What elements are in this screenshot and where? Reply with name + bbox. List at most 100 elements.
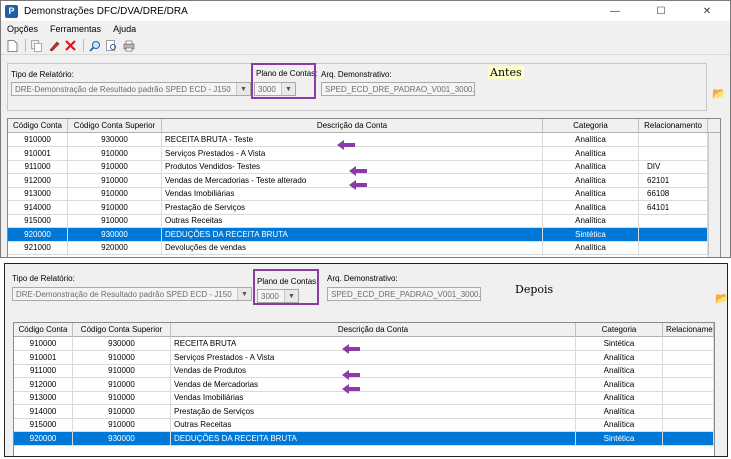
col-categoria-cell: Sintética [543, 227, 639, 242]
arq-demonstrativo-value: SPED_ECD_DRE_PADRAO_V001_3000.DMB [331, 290, 481, 299]
col-descricao-cell: Produtos Vendidos- Testes [162, 160, 543, 174]
col-categoria-cell: Analítica [543, 160, 639, 174]
col-codigo-cell: 920000 [14, 431, 73, 446]
col-categoria-cell: Analítica [543, 214, 639, 228]
folder-icon[interactable]: 📂 [712, 88, 726, 100]
col-descricao-cell: Serviços Prestados - A Vista [171, 350, 576, 365]
col-relacionamento-cell [663, 364, 714, 378]
col-categoria-cell: Analítica [576, 364, 663, 378]
arrow-left-icon [342, 370, 360, 380]
accounts-grid-depois: Código Conta Código Conta Superior Descriç… [13, 322, 715, 456]
col-descricao-cell: DEDUÇÕES DA RECEITA BRUTA [171, 431, 576, 446]
table-row[interactable]: 910001 910000 Serviços Prestados - A Vista… [8, 146, 720, 161]
highlight-box [251, 63, 316, 99]
col-superior-cell: 910000 [68, 146, 162, 161]
table-row[interactable]: 911000 910000 Vendas de Produtos Analítica [14, 364, 714, 378]
tipo-relatorio-select[interactable]: DRE-Demonstração de Resultado padrão SPE… [11, 82, 251, 96]
folder-icon[interactable]: 📂 [715, 293, 728, 305]
table-row[interactable]: 910000 930000 RECEITA BRUTA Sintética [14, 337, 714, 351]
col-categoria-cell: Analítica [576, 391, 663, 405]
arq-demonstrativo-field[interactable]: SPED_ECD_DRE_PADRAO_V001_3000.DMB [327, 287, 481, 301]
app-window: P Demonstrações DFC/DVA/DRE/DRA — ☐ ✕ Op… [0, 0, 731, 258]
col-codigo-cell: 921000 [8, 241, 68, 255]
table-row[interactable]: 913000 910000 Vendas Imobiliárias Analítica [14, 391, 714, 405]
col-superior-cell: 930000 [73, 431, 171, 446]
table-row[interactable]: 913000 910000 Vendas Imobiliárias Analítica… [8, 187, 720, 201]
title-bar: P Demonstrações DFC/DVA/DRE/DRA — ☐ ✕ [1, 1, 730, 21]
col-relacionamento-cell [639, 227, 708, 242]
table-row[interactable]: 910000 930000 RECEITA BRUTA - Teste Analíti… [8, 133, 720, 147]
table-row[interactable]: 914000 910000 Prestação de Serviços Analíti… [14, 404, 714, 419]
chevron-down-icon[interactable]: ▼ [237, 288, 251, 300]
col-relacionamento-header[interactable]: Relacionamento [639, 119, 708, 133]
arq-demonstrativo-label: Arq. Demonstrativo: [321, 70, 392, 79]
col-codigo-cell: 912000 [8, 173, 68, 188]
col-categoria-cell: Analítica [543, 173, 639, 188]
plano-contas-value: 3000 [261, 292, 279, 301]
menu-bar: Opções Ferramentas Ajuda [1, 21, 730, 37]
col-relacionamento-header[interactable]: Relacionamento [663, 323, 714, 337]
arrow-left-icon [337, 140, 355, 150]
plano-contas-select[interactable]: 3000 ▼ [254, 82, 296, 96]
col-relacionamento-cell [663, 418, 714, 432]
col-categoria-cell: Analítica [543, 241, 639, 255]
window-title: Demonstrações DFC/DVA/DRE/DRA [24, 5, 188, 17]
menu-opcoes[interactable]: Opções [7, 24, 39, 34]
app-icon: P [5, 4, 18, 18]
chevron-down-icon[interactable]: ▼ [284, 290, 298, 302]
col-categoria-header[interactable]: Categoria [543, 119, 639, 133]
table-row[interactable]: 920000 930000 DEDUÇÕES DA RECEITA BRUTA Sin… [14, 431, 714, 446]
col-relacionamento-cell: DIV [639, 160, 708, 174]
table-row[interactable]: 920000 930000 DEDUÇÕES DA RECEITA BRUTA Sin… [8, 227, 720, 242]
toolbar [1, 37, 730, 55]
find-icon[interactable] [104, 38, 119, 53]
close-button[interactable]: ✕ [702, 5, 712, 17]
col-codigo-cell: 910000 [14, 337, 73, 351]
col-codigo-cell: 910001 [14, 350, 73, 365]
arq-demonstrativo-value: SPED_ECD_DRE_PADRAO_V001_3000.DMB [325, 85, 475, 94]
new-document-icon[interactable] [5, 38, 20, 53]
col-superior-header[interactable]: Código Conta Superior [73, 323, 171, 337]
tipo-relatorio-select[interactable]: DRE-Demonstração de Resultado padrão SPE… [12, 287, 252, 301]
search-icon[interactable] [87, 38, 102, 53]
col-descricao-header[interactable]: Descrição da Conta [171, 323, 576, 337]
table-row[interactable]: 912000 910000 Vendas de Mercadorias Analíti… [14, 377, 714, 392]
arq-demonstrativo-field[interactable]: SPED_ECD_DRE_PADRAO_V001_3000.DMB [321, 82, 475, 96]
plano-contas-select[interactable]: 3000 ▼ [257, 289, 299, 303]
col-descricao-cell: Vendas de Produtos [171, 364, 576, 378]
col-codigo-cell: 911000 [8, 160, 68, 174]
col-superior-cell: 910000 [68, 214, 162, 228]
col-categoria-cell: Analítica [576, 404, 663, 419]
arrow-left-icon [349, 180, 367, 190]
col-categoria-cell: Analítica [576, 418, 663, 432]
col-codigo-cell: 913000 [14, 391, 73, 405]
grid-scrollbar[interactable]: ▲ [708, 119, 720, 257]
col-relacionamento-cell [639, 241, 708, 255]
edit-icon[interactable] [46, 38, 61, 53]
table-row[interactable]: 911000 910000 Produtos Vendidos- Testes Ana… [8, 160, 720, 174]
minimize-button[interactable]: — [610, 5, 620, 17]
print-icon[interactable] [121, 38, 136, 53]
table-row[interactable]: 915000 910000 Outras Receitas Analítica [14, 418, 714, 432]
col-codigo-header[interactable]: Código Conta [8, 119, 68, 133]
maximize-button[interactable]: ☐ [656, 5, 666, 17]
table-row[interactable]: 921000 920000 Devoluções de vendas Analític… [8, 241, 720, 255]
col-categoria-header[interactable]: Categoria [576, 323, 663, 337]
delete-icon[interactable] [63, 38, 78, 53]
col-descricao-header[interactable]: Descrição da Conta [162, 119, 543, 133]
chevron-down-icon[interactable]: ▼ [281, 83, 295, 95]
menu-ferramentas[interactable]: Ferramentas [50, 24, 102, 34]
table-row[interactable]: 914000 910000 Prestação de Serviços Analíti… [8, 200, 720, 215]
col-codigo-cell: 914000 [8, 200, 68, 215]
chevron-down-icon[interactable]: ▼ [236, 83, 250, 95]
col-codigo-header[interactable]: Código Conta [14, 323, 73, 337]
copy-icon[interactable] [29, 38, 44, 53]
col-codigo-cell: 915000 [8, 214, 68, 228]
table-row[interactable]: 910001 910000 Serviços Prestados - A Vista… [14, 350, 714, 365]
table-row[interactable]: 915000 910000 Outras Receitas Analítica [8, 214, 720, 228]
col-relacionamento-cell [663, 350, 714, 365]
arrow-left-icon [342, 384, 360, 394]
col-superior-header[interactable]: Código Conta Superior [68, 119, 162, 133]
menu-ajuda[interactable]: Ajuda [113, 24, 137, 34]
col-descricao-cell: Outras Receitas [162, 214, 543, 228]
